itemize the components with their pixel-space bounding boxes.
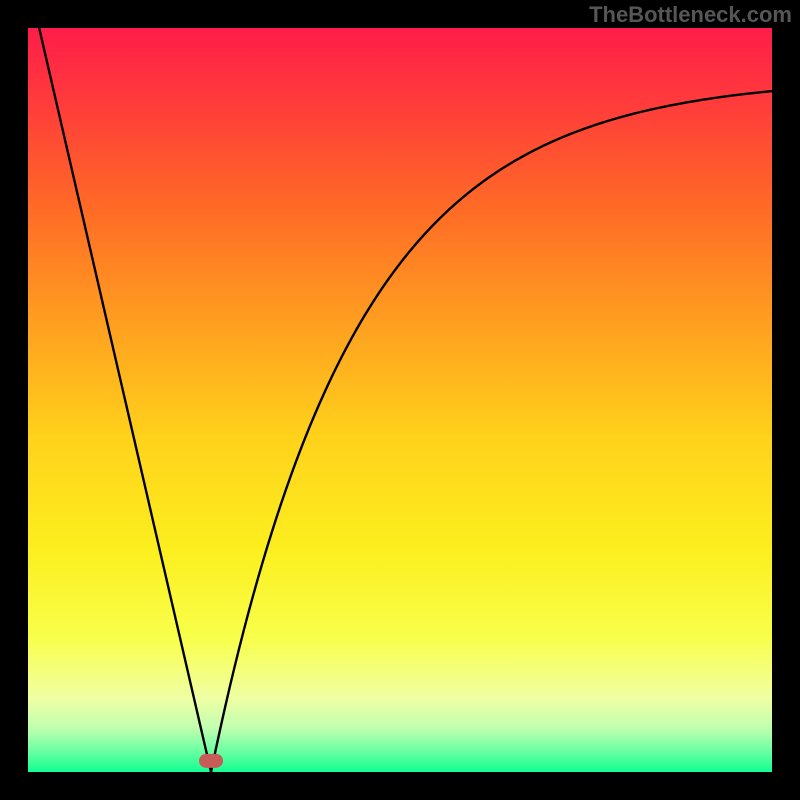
chart-frame: TheBottleneck.com	[0, 0, 800, 800]
plot-svg	[28, 28, 772, 772]
watermark-text: TheBottleneck.com	[589, 2, 792, 28]
plot-background	[28, 28, 772, 772]
plot-area	[28, 28, 772, 772]
minimum-marker	[199, 754, 223, 768]
